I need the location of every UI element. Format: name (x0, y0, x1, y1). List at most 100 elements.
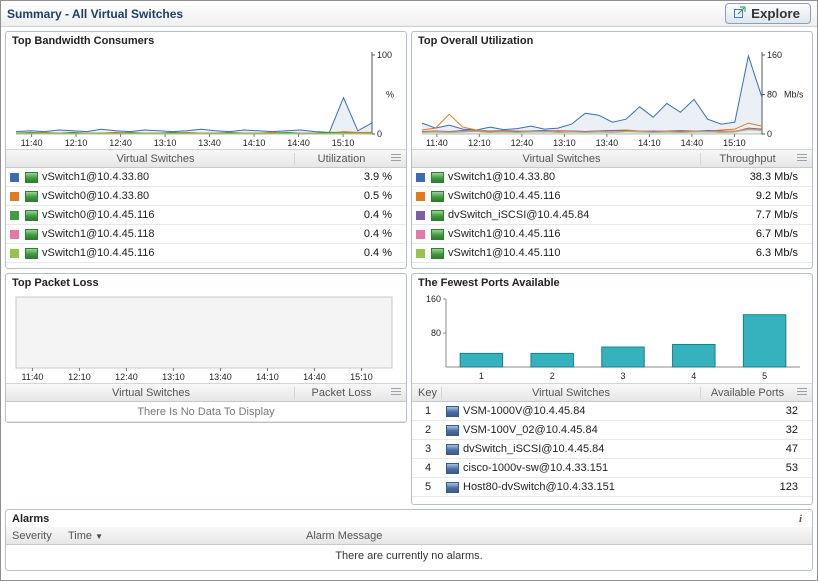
svg-text:15:10: 15:10 (350, 372, 373, 382)
svg-text:13:10: 13:10 (154, 138, 177, 148)
table-menu-icon[interactable] (797, 154, 807, 163)
no-data-message: There Is No Data To Display (6, 402, 406, 422)
switch-name-link[interactable]: vSwitch0@10.4.45.116 (448, 190, 561, 202)
row-value: 53 (785, 462, 798, 474)
table-row[interactable]: vSwitch1@10.4.45.118 0.4 % (6, 225, 406, 244)
svg-text:12:10: 12:10 (65, 138, 88, 148)
panel-title-text: Alarms (12, 513, 50, 525)
table-body: vSwitch1@10.4.33.80 38.3 Mb/s vSwitch0@10.… (412, 168, 812, 263)
panel-title-text: Top Packet Loss (12, 277, 99, 289)
dvswitch-icon (446, 405, 459, 417)
column-header-packet-loss[interactable]: Packet Loss (294, 386, 388, 399)
series-color-swatch (416, 191, 425, 201)
table-row[interactable]: 1 VSM-1000V@10.4.45.84 32 (412, 402, 812, 421)
bandwidth-line-chart: 0 100% 11:40 12:10 12:40 13:10 13:40 14:10 14:40… (10, 49, 402, 149)
table-row[interactable]: vSwitch0@10.4.45.116 0.4 % (6, 206, 406, 225)
panel-fewest-ports-available: The Fewest Ports Available 80 160 1 2 3 4 5 Ke… (411, 273, 813, 505)
series-color-swatch (416, 229, 425, 239)
table-row[interactable]: vSwitch1@10.4.33.80 3.9 % (6, 168, 406, 187)
svg-text:13:10: 13:10 (162, 372, 185, 382)
column-header-key[interactable]: Key (414, 386, 442, 399)
vswitch-icon (431, 228, 444, 240)
vswitch-icon (431, 171, 444, 183)
svg-text:12:40: 12:40 (109, 138, 132, 148)
vswitch-icon (431, 190, 444, 202)
column-header-available-ports[interactable]: Available Ports (700, 386, 794, 399)
switch-name-link[interactable]: vSwitch1@10.4.33.80 (42, 171, 150, 183)
svg-text:5: 5 (762, 371, 767, 381)
column-header-virtual-switches[interactable]: Virtual Switches (116, 152, 195, 165)
switch-name-link[interactable]: vSwitch1@10.4.45.118 (42, 228, 155, 240)
row-value: 47 (785, 443, 798, 455)
svg-text:80: 80 (767, 90, 777, 100)
table-row[interactable]: 3 dvSwitch_iSCSI@10.4.45.84 47 (412, 440, 812, 459)
svg-text:160: 160 (767, 50, 782, 60)
table-row[interactable]: vSwitch0@10.4.45.116 9.2 Mb/s (412, 187, 812, 206)
table-body: vSwitch1@10.4.33.80 3.9 % vSwitch0@10.4.33… (6, 168, 406, 263)
switch-name-link[interactable]: vSwitch0@10.4.45.116 (42, 209, 155, 221)
column-header-throughput[interactable]: Throughput (700, 152, 794, 165)
table-row[interactable]: vSwitch1@10.4.33.80 38.3 Mb/s (412, 168, 812, 187)
table-menu-icon[interactable] (391, 154, 401, 163)
table-row[interactable]: dvSwitch_iSCSI@10.4.45.84 7.7 Mb/s (412, 206, 812, 225)
svg-text:12:40: 12:40 (115, 372, 138, 382)
switch-name-link[interactable]: Host80-dvSwitch@10.4.33.151 (463, 481, 615, 493)
table-row[interactable]: vSwitch1@10.4.45.116 6.7 Mb/s (412, 225, 812, 244)
switch-name-link[interactable]: VSM-100V_02@10.4.45.84 (463, 424, 598, 436)
switch-name-link[interactable]: vSwitch1@10.4.45.110 (448, 247, 561, 259)
column-header-virtual-switches[interactable]: Virtual Switches (111, 386, 191, 399)
table-header: Virtual Switches Utilization (6, 150, 406, 168)
column-header-alarm-message[interactable]: Alarm Message (306, 529, 383, 542)
svg-text:14:40: 14:40 (303, 372, 326, 382)
row-value: 9.2 Mb/s (755, 190, 798, 202)
column-header-severity[interactable]: Severity (12, 529, 52, 542)
time-header-label: Time (68, 529, 93, 542)
column-header-virtual-switches[interactable]: Virtual Switches (522, 152, 601, 165)
table-row[interactable]: vSwitch0@10.4.33.80 0.5 % (6, 187, 406, 206)
row-value: 0.5 % (363, 190, 392, 202)
explore-button[interactable]: Explore (725, 3, 811, 24)
switch-name-link[interactable]: dvSwitch_iSCSI@10.4.45.84 (463, 443, 605, 455)
table-row[interactable]: 2 VSM-100V_02@10.4.45.84 32 (412, 421, 812, 440)
table-header: Virtual Switches Packet Loss (6, 384, 406, 402)
panel-title-text: The Fewest Ports Available (418, 277, 560, 289)
table-menu-icon[interactable] (391, 388, 401, 397)
info-icon[interactable]: i (798, 513, 802, 525)
svg-text:12:40: 12:40 (511, 138, 534, 148)
svg-text:80: 80 (431, 328, 441, 338)
svg-text:3: 3 (620, 371, 625, 381)
svg-text:12:10: 12:10 (468, 138, 491, 148)
panel-title: The Fewest Ports Available (412, 274, 812, 291)
vswitch-icon (431, 247, 444, 259)
svg-text:14:10: 14:10 (638, 138, 661, 148)
table-row[interactable]: vSwitch1@10.4.45.116 0.4 % (6, 244, 406, 263)
column-header-virtual-switches[interactable]: Virtual Switches (531, 386, 611, 399)
svg-text:13:10: 13:10 (553, 138, 576, 148)
switch-name-link[interactable]: vSwitch1@10.4.33.80 (448, 171, 556, 183)
table-row[interactable]: 4 cisco-1000v-sw@10.4.33.151 53 (412, 459, 812, 478)
panel-title: Top Overall Utilization (412, 32, 812, 49)
switch-name-link[interactable]: VSM-1000V@10.4.45.84 (463, 405, 586, 417)
row-key: 1 (424, 405, 432, 417)
panel-title-text: Top Bandwidth Consumers (12, 35, 155, 47)
switch-name-link[interactable]: dvSwitch_iSCSI@10.4.45.84 (448, 209, 590, 221)
vswitch-icon (25, 228, 38, 240)
column-header-utilization[interactable]: Utilization (294, 152, 388, 165)
table-menu-icon[interactable] (797, 388, 807, 397)
switch-name-link[interactable]: cisco-1000v-sw@10.4.33.151 (463, 462, 609, 474)
table-row[interactable]: 5 Host80-dvSwitch@10.4.33.151 123 (412, 478, 812, 497)
vswitch-icon (25, 190, 38, 202)
row-value: 0.4 % (363, 209, 392, 221)
svg-text:1: 1 (479, 371, 484, 381)
dvswitch-icon (446, 462, 459, 474)
alarms-table-header: Severity Time ▼ Alarm Message (6, 527, 812, 545)
dvswitch-icon (446, 424, 459, 436)
series-color-swatch (10, 191, 19, 201)
column-header-time[interactable]: Time ▼ (68, 530, 306, 542)
vswitch-icon (25, 171, 38, 183)
svg-text:100: 100 (377, 50, 392, 60)
switch-name-link[interactable]: vSwitch0@10.4.33.80 (42, 190, 150, 202)
switch-name-link[interactable]: vSwitch1@10.4.45.116 (448, 228, 561, 240)
switch-name-link[interactable]: vSwitch1@10.4.45.116 (42, 247, 155, 259)
table-row[interactable]: vSwitch1@10.4.45.110 6.3 Mb/s (412, 244, 812, 263)
